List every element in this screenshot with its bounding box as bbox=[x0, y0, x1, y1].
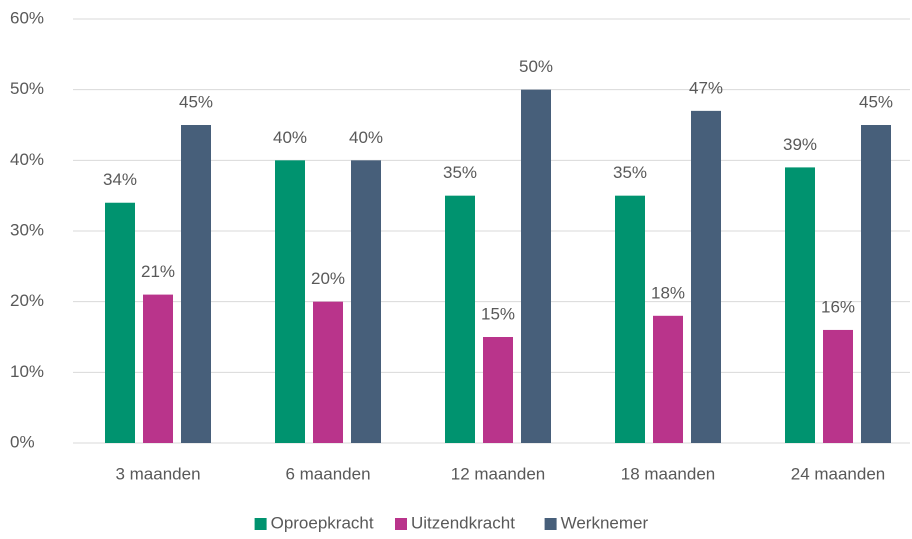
bar bbox=[275, 160, 305, 444]
bar bbox=[181, 125, 211, 443]
bar bbox=[143, 294, 173, 443]
value-label: 21% bbox=[141, 262, 175, 281]
bar bbox=[861, 125, 891, 443]
value-label: 40% bbox=[349, 128, 383, 147]
y-tick-label: 40% bbox=[10, 150, 44, 169]
value-label: 34% bbox=[103, 170, 137, 189]
value-label: 20% bbox=[311, 269, 345, 288]
legend-swatch bbox=[254, 518, 267, 530]
value-label: 35% bbox=[443, 163, 477, 182]
x-tick-label: 18 maanden bbox=[621, 464, 716, 483]
bar bbox=[615, 195, 645, 443]
x-tick-label: 6 maanden bbox=[285, 464, 370, 483]
value-label: 40% bbox=[273, 128, 307, 147]
bar bbox=[691, 110, 721, 443]
bar bbox=[105, 202, 135, 443]
bar bbox=[445, 195, 475, 443]
legend-label: Oproepkracht bbox=[271, 513, 374, 532]
bar bbox=[785, 167, 815, 443]
legend-label: Werknemer bbox=[561, 513, 649, 532]
bar bbox=[823, 329, 853, 443]
bar bbox=[521, 89, 551, 444]
value-label: 45% bbox=[859, 92, 893, 111]
value-label: 50% bbox=[519, 57, 553, 76]
legend-swatch bbox=[395, 518, 407, 530]
value-label: 35% bbox=[613, 163, 647, 182]
x-tick-label: 3 maanden bbox=[115, 464, 200, 483]
y-tick-label: 10% bbox=[10, 362, 44, 381]
value-label: 15% bbox=[481, 304, 515, 323]
value-label: 39% bbox=[783, 135, 817, 154]
y-tick-label: 50% bbox=[10, 79, 44, 98]
value-label: 16% bbox=[821, 297, 855, 316]
legend-label: Uitzendkracht bbox=[411, 513, 515, 532]
bar bbox=[653, 315, 683, 443]
bar bbox=[483, 337, 513, 443]
x-tick-label: 12 maanden bbox=[451, 464, 546, 483]
x-tick-label: 24 maanden bbox=[791, 464, 886, 483]
legend-swatch bbox=[544, 518, 557, 530]
y-tick-label: 30% bbox=[10, 220, 44, 239]
y-tick-label: 0% bbox=[10, 432, 35, 451]
y-tick-label: 60% bbox=[10, 8, 44, 27]
bar bbox=[313, 301, 343, 443]
value-label: 18% bbox=[651, 283, 685, 302]
value-label: 47% bbox=[689, 78, 723, 97]
bar bbox=[351, 160, 381, 444]
value-label: 45% bbox=[179, 92, 213, 111]
y-tick-label: 20% bbox=[10, 291, 44, 310]
